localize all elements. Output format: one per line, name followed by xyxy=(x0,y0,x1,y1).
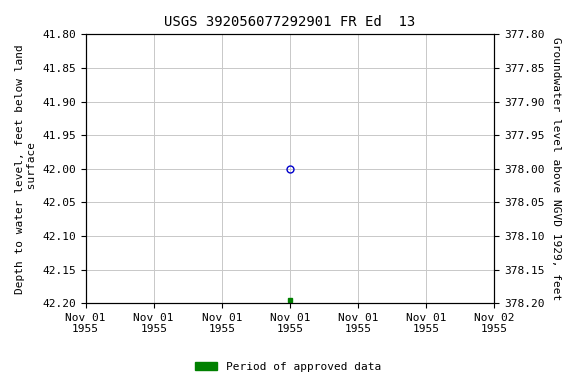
Y-axis label: Depth to water level, feet below land
 surface: Depth to water level, feet below land su… xyxy=(15,44,37,294)
Legend: Period of approved data: Period of approved data xyxy=(191,358,385,377)
Title: USGS 392056077292901 FR Ed  13: USGS 392056077292901 FR Ed 13 xyxy=(164,15,415,29)
Y-axis label: Groundwater level above NGVD 1929, feet: Groundwater level above NGVD 1929, feet xyxy=(551,37,561,300)
